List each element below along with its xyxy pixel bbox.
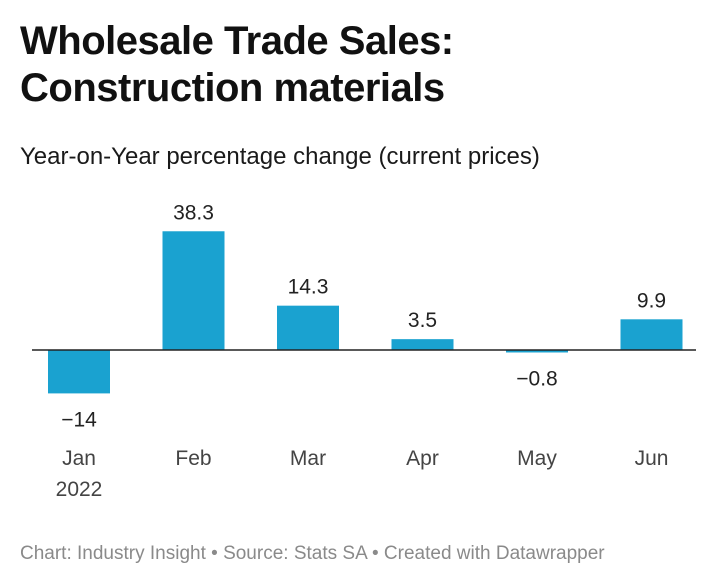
chart-title-line-2: Construction materials [20,66,445,110]
data-label-jan: −14 [61,408,97,431]
chart-title: Wholesale Trade Sales: Construction mate… [20,18,690,112]
bar-jun [620,319,683,350]
x-tick-label-jun: Jun [635,447,669,470]
x-tick-sublabel-jan: 2022 [56,478,103,501]
bar-may [506,350,568,353]
data-label-feb: 38.3 [173,201,214,224]
x-tick-label-mar: Mar [290,447,326,470]
bar-feb [162,231,225,350]
x-tick-label-apr: Apr [406,447,439,470]
x-tick-label-may: May [517,447,557,470]
chart-title-line-1: Wholesale Trade Sales: [20,19,454,63]
x-tick-label-jan: Jan [62,447,96,470]
data-label-jun: 9.9 [637,289,666,312]
bar-apr [391,339,454,350]
bar-chart: −14 Jan 2022 38.3 Feb 14.3 Mar 3.5 Apr −0.8 May 9.9… [32,201,696,501]
bar-jan [48,350,110,394]
data-label-mar: 14.3 [288,276,329,299]
x-tick-label-feb: Feb [175,447,211,470]
data-label-apr: 3.5 [408,309,437,332]
chart-subtitle: Year-on-Year percentage change (current … [20,143,540,170]
chart-footer-credit: Chart: Industry Insight • Source: Stats … [20,543,605,564]
data-label-may: −0.8 [516,367,557,390]
bar-mar [277,305,339,350]
